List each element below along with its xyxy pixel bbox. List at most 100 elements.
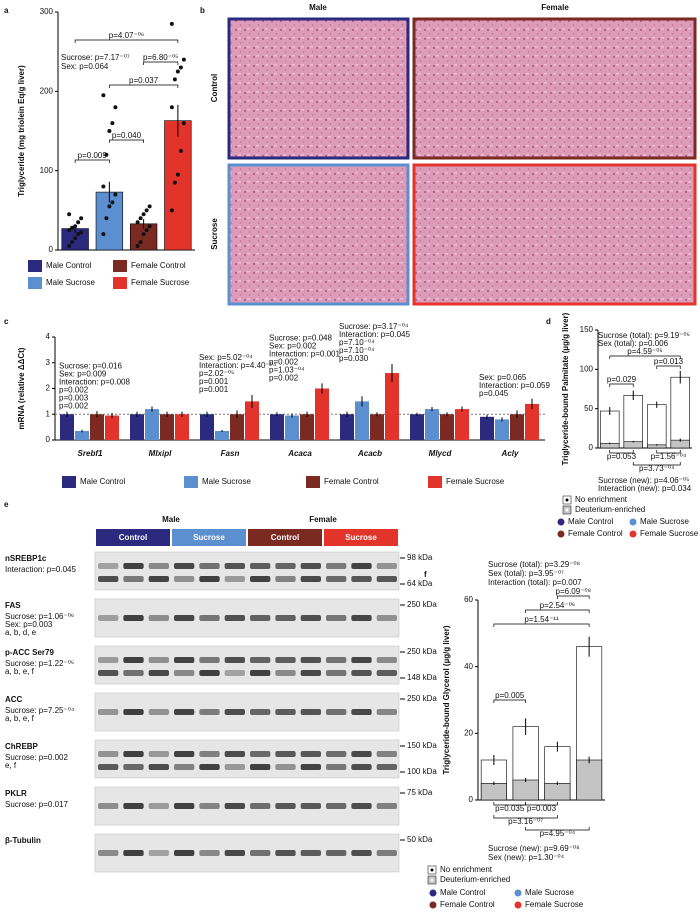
row-note: a, b, e, f — [5, 714, 35, 723]
blot-band — [376, 670, 397, 676]
panel-letter: f — [424, 570, 427, 579]
y-tick-label: 0 — [46, 435, 51, 444]
legend-dot — [565, 508, 569, 512]
annotation: p=3.16⁻⁰⁷ — [508, 817, 543, 826]
sex-label: Female — [309, 515, 337, 524]
legend-marker — [514, 901, 522, 909]
group-box — [248, 529, 322, 546]
data-point — [172, 180, 177, 185]
blot-band — [300, 615, 321, 621]
marker-label: 148 kDa — [407, 673, 437, 682]
blot-band — [275, 751, 296, 757]
bar — [480, 416, 494, 440]
blot-band — [326, 751, 347, 757]
blot-band — [300, 576, 321, 582]
bracket — [109, 84, 179, 88]
bar — [510, 414, 524, 440]
annotation: p=6.09⁻⁰⁸ — [556, 587, 592, 596]
legend-label: Deuterium-enriched — [575, 505, 645, 514]
annotation: Sucrose: p=0.048 — [269, 333, 332, 342]
row-note: Sucrose: p=0.002 — [5, 753, 68, 762]
annotation: Sex (total): p=3.95⁻⁰⁷ — [488, 569, 564, 578]
x-tick-label: Fasn — [221, 449, 240, 458]
bar — [60, 414, 74, 440]
y-tick-label: 100 — [40, 166, 54, 175]
blot-band — [174, 709, 195, 715]
data-point — [67, 212, 72, 217]
data-point — [138, 240, 143, 245]
blot-band — [123, 850, 144, 856]
bar — [160, 414, 174, 440]
data-point — [73, 224, 78, 229]
blot-band — [174, 576, 195, 582]
annotation: p=2.54⁻⁰⁶ — [540, 601, 575, 610]
bar — [410, 414, 424, 440]
annotation: p=4.07⁻⁰⁶ — [109, 31, 144, 40]
y-tick-label: 50 — [584, 404, 593, 413]
blot-band — [351, 751, 372, 757]
legend-label: Male Control — [46, 261, 92, 270]
blot-band — [98, 670, 119, 676]
blot-band — [224, 751, 245, 757]
blot-band — [174, 803, 195, 809]
bracket — [143, 61, 179, 65]
bar — [647, 404, 667, 449]
sex-label: Male — [162, 515, 180, 524]
annotation: p=6.80⁻⁰⁵ — [143, 53, 178, 62]
blot-band — [199, 803, 220, 809]
blot-band — [224, 803, 245, 809]
bar — [200, 414, 214, 440]
blot-band — [148, 709, 169, 715]
x-tick-label: Acaca — [287, 449, 312, 458]
row-note: Sucrose: p=7.25⁻⁰⁴ — [5, 706, 75, 715]
bar — [576, 759, 603, 801]
blot-band — [148, 751, 169, 757]
legend-label: Female Sucrose — [131, 278, 190, 287]
blot-band — [275, 670, 296, 676]
blot-band — [224, 563, 245, 569]
blot-band — [199, 670, 220, 676]
data-point — [175, 172, 180, 177]
legend-dot — [430, 868, 434, 872]
blot-band — [326, 615, 347, 621]
blot-band — [351, 670, 372, 676]
annotation: p=0.029 — [607, 375, 637, 384]
blot-band — [199, 751, 220, 757]
legend-marker — [429, 889, 437, 897]
group-label: Sucrose — [345, 533, 377, 542]
legend-label: Male Sucrose — [46, 278, 95, 287]
blot-band — [250, 576, 271, 582]
legend-label: No enrichment — [440, 865, 493, 874]
bracket — [525, 802, 558, 806]
bar — [525, 403, 539, 440]
annotation: p=0.037 — [129, 76, 159, 85]
data-point — [104, 152, 109, 157]
annotation: Sucrose (new): p=4.06⁻⁰⁵ — [598, 476, 689, 485]
data-point — [113, 105, 118, 110]
legend-swatch — [113, 277, 127, 289]
data-point — [104, 216, 109, 221]
data-point — [138, 216, 143, 221]
blot-band — [174, 850, 195, 856]
data-point — [101, 184, 106, 189]
row-note: Sucrose: p=0.017 — [5, 800, 68, 809]
data-point — [172, 77, 177, 82]
blot-image — [94, 833, 400, 873]
row-note: Sex: p=0.003 — [5, 620, 53, 629]
legend-label: No enrichment — [575, 495, 628, 504]
y-tick-label: 0 — [469, 795, 474, 804]
marker-label: 98 kDa — [407, 553, 433, 562]
blot-band — [123, 657, 144, 663]
annotation: Interaction: p=0.045 — [339, 330, 410, 339]
bar — [600, 410, 620, 449]
blot-band — [174, 563, 195, 569]
annotation: p=3.73⁻⁰⁴ — [639, 464, 675, 473]
legend-label: Female Control — [131, 261, 186, 270]
x-tick-label: Mlxipl — [149, 449, 172, 458]
legend-marker — [629, 530, 637, 538]
data-point — [169, 208, 174, 213]
data-point — [147, 204, 152, 209]
bar — [370, 414, 384, 440]
data-point — [110, 200, 115, 205]
